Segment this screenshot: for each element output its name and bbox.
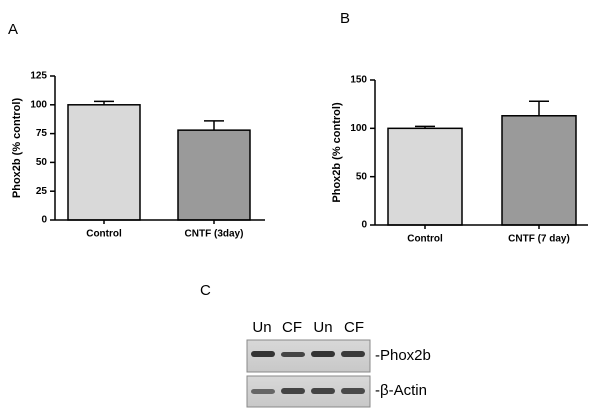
y-tick-label: 100 bbox=[30, 99, 47, 110]
blot-row-label: -β-Actin bbox=[375, 382, 427, 399]
lane-label: Un bbox=[252, 319, 271, 336]
y-tick-label: 25 bbox=[36, 186, 48, 197]
bar bbox=[177, 129, 251, 221]
y-tick-label: 50 bbox=[36, 157, 48, 168]
y-axis-label: Phox2b (% control) bbox=[11, 98, 23, 199]
y-tick-label: 150 bbox=[350, 75, 367, 86]
lane-label: CF bbox=[344, 319, 364, 336]
y-tick-label: 125 bbox=[30, 71, 47, 82]
y-tick-label: 100 bbox=[350, 123, 367, 134]
lane-label: CF bbox=[282, 319, 302, 336]
bar bbox=[387, 127, 463, 226]
blot-row-label: -Phox2b bbox=[375, 347, 431, 364]
x-tick-label: Control bbox=[407, 234, 443, 245]
y-axis-label: Phox2b (% control) bbox=[331, 102, 343, 203]
x-tick-label: CNTF (3day) bbox=[185, 229, 244, 240]
y-tick-label: 0 bbox=[41, 215, 47, 226]
panel-label: A bbox=[8, 21, 18, 38]
blot-bands bbox=[251, 351, 365, 394]
lane-label: Un bbox=[313, 319, 332, 336]
y-tick-label: 0 bbox=[361, 220, 367, 231]
x-tick-label: CNTF (7 day) bbox=[508, 234, 570, 245]
panel-label: C bbox=[200, 282, 211, 299]
bar bbox=[67, 104, 141, 221]
bar bbox=[501, 115, 577, 226]
panel-label: B bbox=[340, 10, 350, 27]
x-tick-label: Control bbox=[86, 229, 122, 240]
y-tick-label: 50 bbox=[356, 171, 368, 182]
y-tick-label: 75 bbox=[36, 128, 48, 139]
